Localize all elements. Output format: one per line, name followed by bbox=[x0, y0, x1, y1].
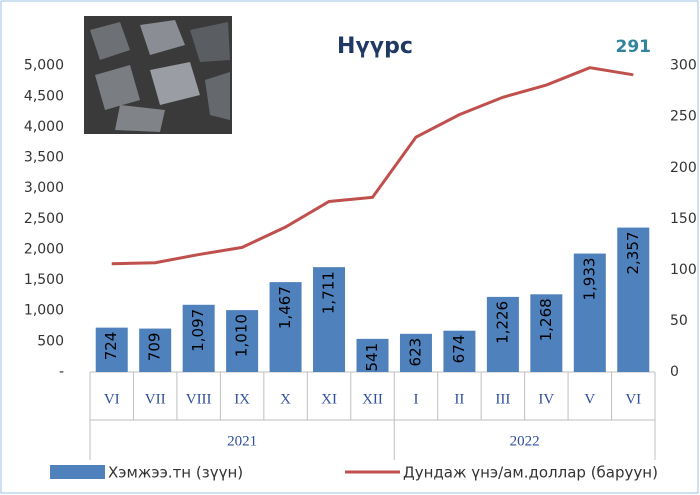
x-tick-label: V bbox=[584, 391, 595, 407]
legend-label: Дундаж үнэ/ам.доллар (баруун) bbox=[403, 464, 658, 482]
y-tick-label: 4,000 bbox=[24, 119, 64, 135]
x-tick-label: II bbox=[454, 391, 464, 407]
y-tick-label: - bbox=[59, 364, 64, 380]
y-tick-label: 2,000 bbox=[24, 241, 64, 257]
x-group-label: 2021 bbox=[227, 433, 257, 449]
x-tick-label: XI bbox=[321, 391, 337, 407]
coal-image bbox=[84, 16, 232, 134]
line-value-label: 291 bbox=[616, 37, 652, 57]
y2-tick-label: 200 bbox=[670, 160, 697, 176]
y-tick-label: 2,500 bbox=[24, 211, 64, 227]
bar-value-label: 1,467 bbox=[276, 286, 294, 329]
x-tick-label: XII bbox=[362, 391, 383, 407]
y-tick-label: 5,000 bbox=[24, 58, 64, 74]
bar-value-label: 1,226 bbox=[493, 301, 511, 344]
y2-tick-label: 250 bbox=[670, 109, 697, 125]
x-tick-label: III bbox=[495, 391, 510, 407]
bar bbox=[356, 338, 389, 372]
x-tick-label: X bbox=[280, 391, 291, 407]
bar-value-label: 1,933 bbox=[580, 258, 598, 301]
bar bbox=[182, 304, 215, 372]
bar bbox=[486, 296, 519, 372]
bar bbox=[399, 333, 432, 372]
bar bbox=[139, 328, 172, 372]
y2-tick-label: 0 bbox=[670, 364, 679, 380]
legend-label: Хэмжээ.тн (зүүн) bbox=[108, 464, 243, 482]
bar bbox=[443, 330, 476, 372]
x-tick-label: IX bbox=[234, 391, 250, 407]
chart-title: Нүүрс bbox=[337, 34, 413, 59]
x-tick-label: VIII bbox=[186, 391, 212, 407]
bar bbox=[95, 327, 128, 372]
x-group-label: 2022 bbox=[510, 433, 540, 449]
x-tick-label: VI bbox=[625, 391, 641, 407]
bar-value-label: 1,268 bbox=[537, 298, 555, 341]
y-tick-label: 3,000 bbox=[24, 180, 64, 196]
bar-value-label: 2,357 bbox=[624, 232, 642, 275]
bar-value-label: 1,010 bbox=[233, 314, 251, 357]
bar bbox=[269, 282, 302, 372]
bar bbox=[530, 294, 563, 372]
bar-value-label: 541 bbox=[363, 343, 381, 372]
bar-value-label: 724 bbox=[102, 332, 120, 361]
legend-swatch bbox=[50, 465, 105, 479]
y2-tick-label: 300 bbox=[670, 58, 697, 74]
bar-value-label: 1,097 bbox=[189, 309, 207, 352]
bar-value-label: 674 bbox=[450, 335, 468, 364]
bar bbox=[226, 310, 259, 372]
bar-value-label: 1,711 bbox=[320, 271, 338, 314]
y-tick-label: 500 bbox=[37, 333, 64, 349]
x-tick-label: IV bbox=[538, 391, 554, 407]
y2-tick-label: 50 bbox=[670, 313, 688, 329]
x-tick-label: VII bbox=[145, 391, 166, 407]
bar bbox=[313, 267, 346, 372]
y-tick-label: 4,500 bbox=[24, 88, 64, 104]
bar bbox=[573, 253, 606, 372]
bar bbox=[617, 227, 650, 372]
bar-value-label: 709 bbox=[146, 333, 164, 362]
y-tick-label: 1,500 bbox=[24, 272, 64, 288]
y-tick-label: 1,000 bbox=[24, 303, 64, 319]
x-tick-label: I bbox=[413, 391, 418, 407]
line bbox=[111, 66, 634, 266]
y2-tick-label: 100 bbox=[670, 262, 697, 278]
y-tick-label: 3,500 bbox=[24, 150, 64, 166]
x-tick-label: VI bbox=[104, 391, 120, 407]
y2-tick-label: 150 bbox=[670, 211, 697, 227]
bar-value-label: 623 bbox=[406, 338, 424, 367]
